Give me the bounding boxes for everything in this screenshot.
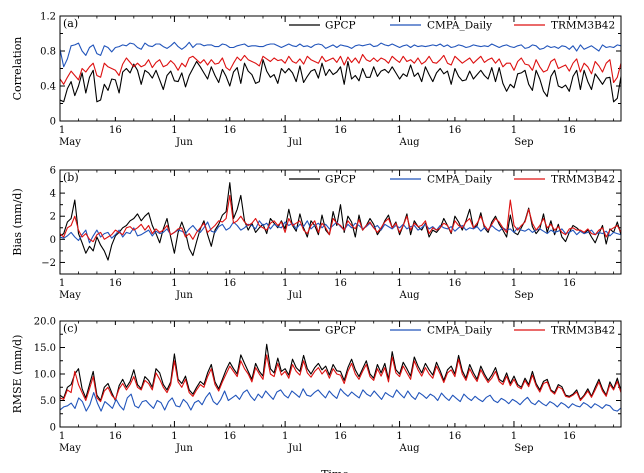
legend-label: TRMM3B42 xyxy=(551,20,615,32)
series-line-trmm3b42 xyxy=(60,53,621,85)
x-tick-label: 1 xyxy=(59,278,65,289)
series-line-trmm3b42 xyxy=(60,354,621,403)
month-label: May xyxy=(59,290,81,301)
x-tick-label: 1 xyxy=(59,125,65,136)
x-tick-label: 1 xyxy=(396,125,402,136)
y-tick-label: −2 xyxy=(41,258,56,269)
month-label: Sep xyxy=(514,443,533,454)
y-axis-label: Bias (mm/d) xyxy=(11,188,24,256)
x-tick-label: 16 xyxy=(109,278,122,289)
y-axis-label: Correlation xyxy=(11,37,24,101)
y-tick-label: 5.0 xyxy=(40,396,56,407)
x-tick-label: 1 xyxy=(396,278,402,289)
plot-frame xyxy=(59,169,622,275)
series-line-gpcp xyxy=(60,182,621,261)
x-tick-label: 16 xyxy=(563,278,576,289)
x-tick-label: 1 xyxy=(396,431,402,442)
month-label: May xyxy=(59,137,81,148)
y-tick-label: 10.0 xyxy=(34,370,56,381)
series-line-cmpa-daily xyxy=(60,220,621,244)
plot-frame xyxy=(59,15,622,122)
month-label: Jul xyxy=(287,443,302,454)
y-tick-label: 4 xyxy=(50,189,56,200)
x-tick-label: 16 xyxy=(223,431,236,442)
panel-label: (b) xyxy=(63,171,79,184)
x-tick-label: 1 xyxy=(282,278,288,289)
panel-b: −2 0 2 4 6 1 16 1 16 1 16 1 16 1 16 May Jun Jul Aug Sep (b) G… xyxy=(11,166,622,301)
x-tick-label: 1 xyxy=(171,125,177,136)
month-label: Jun xyxy=(175,137,193,148)
x-tick-label: 1 xyxy=(282,431,288,442)
x-tick-label: 1 xyxy=(171,431,177,442)
month-label: Jul xyxy=(287,290,302,301)
y-tick-label: 0 xyxy=(50,235,56,246)
series-line-cmpa-daily xyxy=(60,388,621,412)
series-line-cmpa-daily xyxy=(60,41,621,68)
y-tick-label: 0 xyxy=(50,423,56,434)
x-tick-label: 16 xyxy=(334,431,347,442)
y-tick-label: 20.0 xyxy=(34,317,56,328)
x-tick-label: 16 xyxy=(109,431,122,442)
series-line-gpcp xyxy=(60,59,621,103)
x-tick-label: 1 xyxy=(59,431,65,442)
month-label: Aug xyxy=(399,137,421,148)
legend-label: GPCP xyxy=(325,325,356,337)
legend-label: CMPA_Daily xyxy=(427,174,492,186)
month-label: May xyxy=(59,443,81,454)
x-tick-label: 1 xyxy=(511,431,517,442)
legend-label: CMPA_Daily xyxy=(427,325,492,337)
x-tick-label: 1 xyxy=(171,278,177,289)
panel-c: 0 5.0 10.0 15.0 20.0 1 16 1 16 1 16 1 16 1 16 May Jun Jul… xyxy=(11,317,622,454)
y-tick-label: 6 xyxy=(50,166,56,177)
month-label: Sep xyxy=(514,290,533,301)
y-tick-label: 0.4 xyxy=(40,82,56,93)
month-label: Jul xyxy=(287,137,302,148)
month-label: Aug xyxy=(399,443,421,454)
y-tick-label: 0.8 xyxy=(40,47,56,58)
x-tick-label: 16 xyxy=(109,125,122,136)
y-tick-label: 0 xyxy=(50,117,56,128)
month-label: Jun xyxy=(175,443,193,454)
x-tick-label: 16 xyxy=(223,278,236,289)
x-tick-label: 1 xyxy=(511,125,517,136)
legend-label: GPCP xyxy=(325,20,356,32)
panel-a: 0 0.4 0.8 1.2 1 16 1 16 1 16 1 16 1 16 May Jun Jul Aug Sep… xyxy=(11,12,622,148)
panel-label: (a) xyxy=(63,17,78,30)
y-tick-label: 15.0 xyxy=(34,343,56,354)
x-tick-label: 16 xyxy=(563,431,576,442)
series-line-trmm3b42 xyxy=(60,194,621,243)
y-tick-label: 1.2 xyxy=(40,12,56,23)
legend-label: GPCP xyxy=(325,174,356,186)
panel-label: (c) xyxy=(63,322,78,335)
x-tick-label: 16 xyxy=(334,125,347,136)
y-axis-label: RMSE (mm/d) xyxy=(11,335,24,414)
legend-label: TRMM3B42 xyxy=(551,174,615,186)
legend-label: TRMM3B42 xyxy=(551,325,615,337)
x-tick-label: 16 xyxy=(449,431,462,442)
x-tick-label: 16 xyxy=(563,125,576,136)
x-tick-label: 16 xyxy=(449,278,462,289)
legend-label: CMPA_Daily xyxy=(427,20,492,32)
x-tick-label: 1 xyxy=(282,125,288,136)
x-axis-label: Time xyxy=(321,468,349,473)
x-tick-label: 16 xyxy=(223,125,236,136)
series-line-gpcp xyxy=(60,343,621,402)
month-label: Sep xyxy=(514,137,533,148)
x-tick-label: 1 xyxy=(511,278,517,289)
y-tick-label: 2 xyxy=(50,212,56,223)
month-label: Aug xyxy=(399,290,421,301)
month-label: Jun xyxy=(175,290,193,301)
x-tick-label: 16 xyxy=(334,278,347,289)
x-tick-label: 16 xyxy=(449,125,462,136)
plot-frame xyxy=(59,320,622,428)
